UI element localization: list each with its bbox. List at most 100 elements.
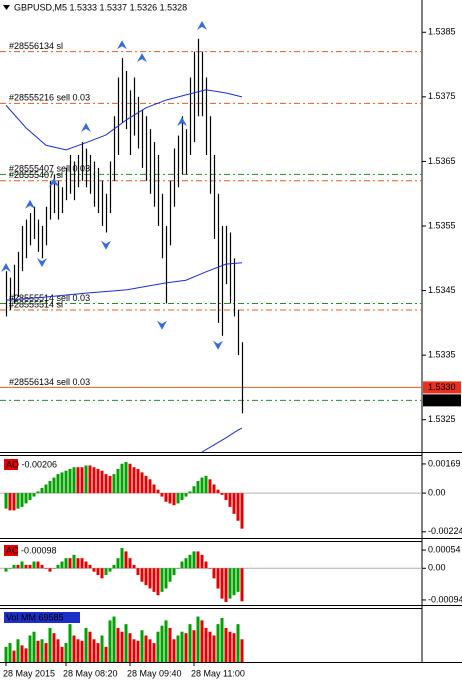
volume-bar [72,635,76,662]
fractal-up [197,20,207,30]
histogram-bar [168,568,172,582]
histogram-bar [204,475,208,494]
histogram-bar [148,568,152,589]
price-tag-label: 1.5328 [428,395,456,405]
volume-bar [228,631,232,662]
histogram-bar [44,568,48,569]
histogram-bar [60,472,64,494]
y-tick-label: 0.00 [428,563,446,573]
histogram-bar [108,568,112,572]
histogram-bar [88,564,92,569]
histogram-bar [180,561,184,569]
histogram-bar [120,463,124,494]
y-tick-label: 0.00169 [428,458,461,468]
order-label: #28555216 sell 0.03 [9,93,90,103]
histogram-bar [52,568,56,569]
volume-bar [224,627,228,662]
histogram-bar [36,491,40,494]
histogram-bar [144,568,148,586]
histogram-bar [140,472,144,494]
menu-triangle[interactable] [3,5,10,10]
histogram-bar [24,564,28,569]
histogram-bar [180,493,184,501]
volume-bar [184,633,188,662]
volume-bar [76,639,80,662]
histogram-bar [116,468,120,494]
histogram-bar [100,470,104,494]
price-tag [423,381,461,394]
histogram-bar [96,568,100,576]
histogram-bar [80,558,84,569]
histogram-bar [144,475,148,494]
volume-bar [40,639,44,662]
histogram-bar [200,554,204,569]
volume-bar [208,631,212,662]
volume-bar [32,631,36,662]
histogram-bar [228,493,232,507]
histogram-bar [80,467,84,494]
histogram-bar [232,568,236,596]
volume-bar [8,643,12,662]
histogram-bar [200,477,204,494]
histogram-bar [172,493,176,506]
y-tick-label: 1.5385 [428,27,456,37]
order-label: #28555407 sell 0.03 [9,164,90,174]
volume-bar [220,618,224,662]
fractal-up [25,199,35,209]
volume-bar [12,650,16,662]
x-tick-label: 28 May 08:20 [63,668,118,678]
indicator-label-box [4,459,18,470]
histogram-bar [24,493,28,504]
histogram-bar [40,487,44,494]
histogram-bar [16,493,20,509]
volume-bar [144,635,148,662]
fractal-down [37,258,47,268]
volume-bar [200,620,204,662]
volume-bar [216,624,220,662]
histogram-bar [12,493,16,511]
volume-bar [160,625,164,662]
y-tick-label: 0.00054 [428,544,461,554]
order-label: #28556134 sl [9,41,63,51]
y-tick-label: -0.00224 [428,526,462,536]
fractal-down [101,240,111,250]
histogram-bar [84,561,88,569]
histogram-bar [64,558,68,569]
price-tag-label: 1.5330 [428,382,456,392]
volume-bar [56,639,60,662]
y-tick-label: 0.00 [428,487,446,497]
volume-bar [100,635,104,662]
histogram-bar [176,493,180,504]
histogram-bar [136,468,140,494]
volume-bar [52,633,56,662]
histogram-bar [72,554,76,569]
volume-bar [152,643,156,662]
volume-bar [236,624,240,662]
histogram-bar [20,561,24,569]
volume-bar [192,630,196,662]
histogram-bar [184,558,188,569]
volume-bar [60,646,64,662]
histogram-bar [84,465,88,494]
histogram-bar [196,481,200,494]
histogram-bar [64,470,68,494]
histogram-bar [212,568,216,579]
volume-bar [128,633,132,662]
histogram-bar [212,484,216,494]
histogram-bar [4,568,8,572]
histogram-bar [68,468,72,494]
volume-bar [156,631,160,662]
y-tick-label: 1.5355 [428,220,456,230]
histogram-bar [188,491,192,494]
histogram-bar [240,568,244,602]
histogram-bar [52,477,56,494]
fractal-up [1,262,11,272]
histogram-bar [160,568,164,592]
volume-bar [116,627,120,662]
histogram-bar [48,568,52,572]
volume-bar [88,631,92,662]
x-tick-label: 28 May 2015 [3,668,55,678]
histogram-bar [112,474,116,494]
volume-bar [68,624,72,662]
y-tick-label: 1.5345 [428,285,456,295]
